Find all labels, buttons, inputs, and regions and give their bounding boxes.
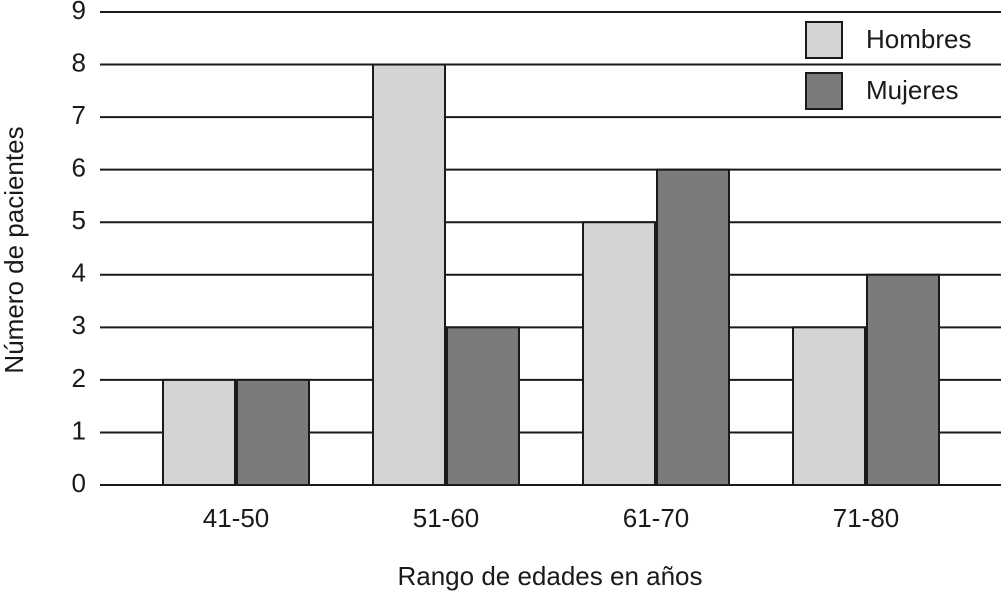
- y-tick-label: 1: [72, 415, 86, 445]
- legend-label: Mujeres: [866, 75, 958, 105]
- bar: [372, 63, 446, 487]
- y-tick-label: 9: [72, 0, 86, 25]
- x-tick-label: 61-70: [623, 503, 690, 533]
- legend-label: Hombres: [866, 24, 971, 54]
- bar: [446, 326, 520, 487]
- bar: [162, 378, 236, 486]
- bar: [866, 273, 940, 486]
- x-tick-label: 51-60: [413, 503, 480, 533]
- y-tick-label: 0: [72, 468, 86, 498]
- y-axis-label: Número de pacientes: [0, 126, 29, 373]
- bar: [236, 378, 310, 486]
- x-tick-label: 41-50: [203, 503, 270, 533]
- legend-swatch: [805, 72, 843, 110]
- y-tick-label: 8: [72, 47, 86, 77]
- bar: [582, 221, 656, 486]
- y-tick-label: 4: [72, 258, 86, 288]
- bar: [656, 168, 730, 487]
- y-tick-label: 6: [72, 153, 86, 183]
- x-tick-label: 71-80: [833, 503, 900, 533]
- y-tick-label: 2: [72, 363, 86, 393]
- y-tick-label: 3: [72, 310, 86, 340]
- y-tick-label: 5: [72, 205, 86, 235]
- bar: [792, 326, 866, 487]
- x-axis-label: Rango de edades en años: [397, 561, 702, 591]
- legend-swatch: [805, 21, 843, 59]
- y-tick-label: 7: [72, 100, 86, 130]
